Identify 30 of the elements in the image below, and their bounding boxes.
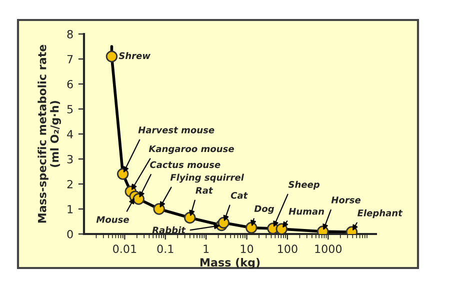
x-tick-label: 100: [278, 244, 298, 254]
annotation: Flying squirrel: [170, 174, 244, 183]
annotation: Human: [288, 208, 324, 215]
x-tick-label: 1000: [315, 244, 342, 254]
y-axis-title: Mass-specific metabolic rate (ml O₂/g·h): [38, 44, 61, 223]
x-tick-label: 0.1: [157, 244, 174, 254]
y-tick-label: 7: [67, 55, 73, 64]
y-tick-label: 2: [67, 180, 72, 188]
y-tick-label: 0: [67, 230, 73, 238]
annotation: Harvest mouse: [138, 126, 214, 134]
y-tick-label: 6: [67, 80, 73, 88]
annotation: Dog: [254, 205, 274, 214]
y-tick-label: 4: [67, 130, 73, 138]
annotation: Cactus mouse: [150, 161, 220, 168]
annotation: Horse: [331, 196, 361, 204]
y-tick-label: 1: [68, 205, 73, 214]
x-tick-label: 1: [204, 244, 209, 253]
y-tick-label: 3: [67, 154, 73, 164]
y-tick-label: 8: [67, 30, 73, 38]
x-tick-label: 10: [240, 244, 254, 254]
annotation: Rat: [196, 187, 214, 194]
annotation: Sheep: [288, 180, 320, 190]
x-tick-label: 0.01: [113, 244, 136, 254]
annotation: Shrew: [118, 52, 151, 60]
annotation: Cat: [230, 192, 248, 199]
annotation: Mouse: [96, 216, 129, 223]
annotation: Elephant: [357, 209, 403, 218]
x-axis-title: Mass (kg): [200, 258, 260, 269]
annotation: Kangaroo mouse: [148, 145, 234, 154]
y-tick-label: 5: [67, 105, 73, 114]
